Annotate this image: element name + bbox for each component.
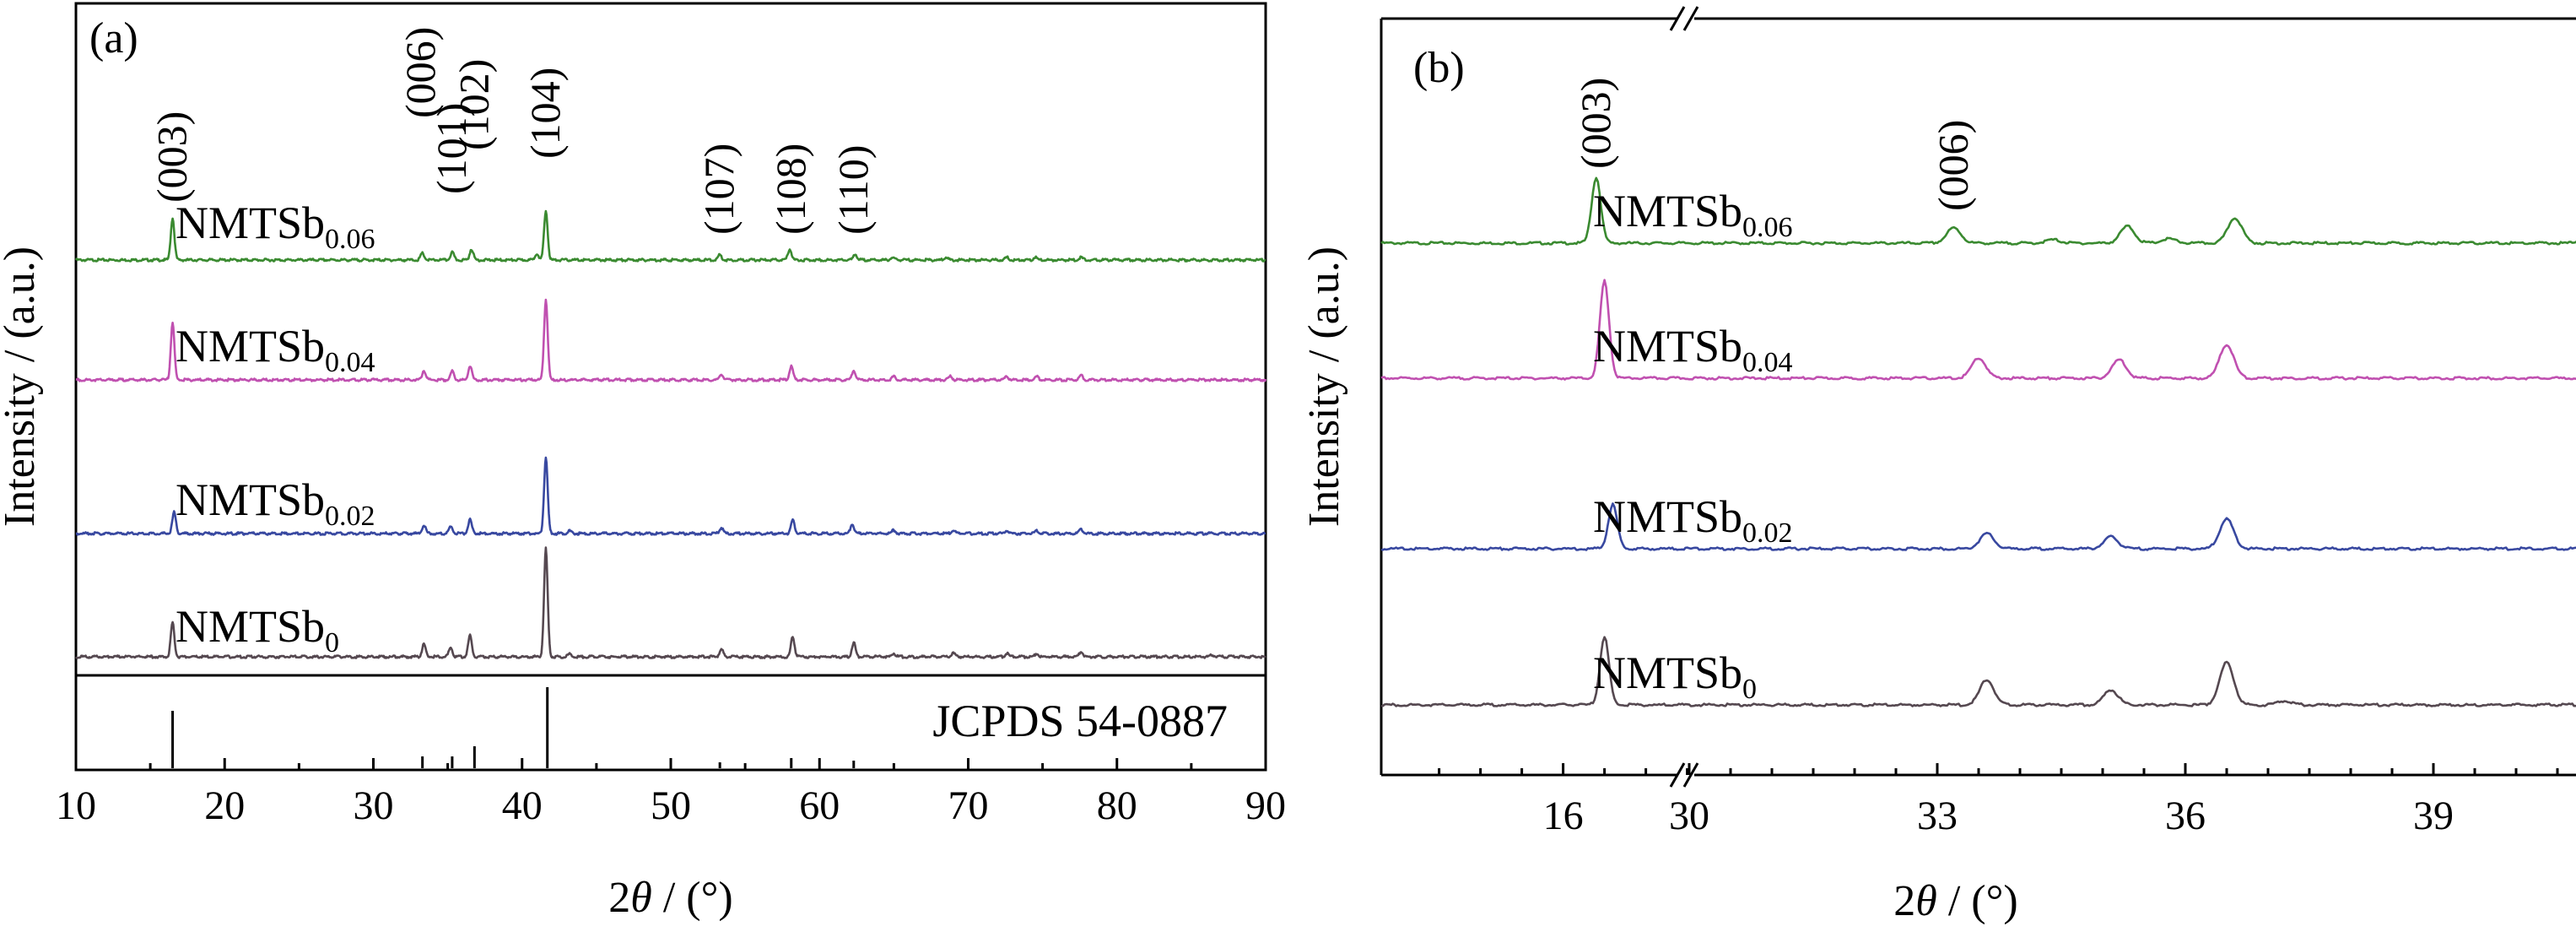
x-tick-label: 80: [1097, 783, 1137, 828]
peak-label: (102): [450, 59, 497, 150]
xrd-trace-b-0.04: [1380, 279, 2576, 381]
series-label: NMTSb0.06: [176, 198, 375, 255]
series-label: NMTSb0.06: [1593, 186, 1793, 243]
xrd-trace-a-0: [74, 546, 1266, 659]
series-label-subscript: 0.06: [325, 224, 375, 255]
xrd-trace-b-0.06: [1380, 176, 2576, 246]
peak-label: (110): [829, 145, 877, 235]
series-label-base: NMTSb: [1593, 491, 1742, 542]
axis-break-mark: [1682, 762, 1699, 788]
x-tick-label: 50: [651, 783, 691, 828]
x-tick-label: 10: [56, 783, 96, 828]
series-label-subscript: 0: [325, 627, 339, 658]
peak-label: (101): [428, 103, 475, 194]
xrd-trace-a-0.04: [75, 298, 1267, 382]
peak-label: (006): [397, 27, 444, 118]
xrd-trace-b-0.02: [1380, 502, 2576, 551]
panel-a-xrd-chart: (a) 10 20 30 40 50 60 70 80 90 2θ / (°) Intensity /…: [0, 2, 1286, 922]
x-tick-label: 36: [2165, 794, 2206, 838]
x-axis-label: 2θ / (°): [1893, 877, 2017, 925]
series-label-base: NMTSb: [176, 198, 325, 248]
series-label: NMTSb0.04: [176, 321, 375, 378]
panel-b-xrd-chart: (b)1630333639422θ / (°)Intensity / (a.u.…: [1300, 6, 2576, 925]
x-tick-label: 16: [1543, 794, 1584, 838]
series-label: NMTSb0: [176, 601, 339, 658]
peak-label: (104): [521, 68, 569, 159]
x-tick-label: 20: [204, 783, 245, 828]
x-tick-label: 60: [799, 783, 840, 828]
peak-label: (107): [695, 144, 743, 235]
series-label-subscript: 0.04: [325, 347, 375, 378]
series-label-subscript: 0.02: [325, 501, 375, 532]
x-tick-label: 39: [2413, 794, 2454, 838]
series-label: NMTSb0.02: [1593, 491, 1793, 549]
x-tick-label: 30: [1669, 794, 1709, 838]
panel-label: (b): [1413, 44, 1465, 92]
peak-label: (003): [1572, 78, 1619, 169]
peak-label: (108): [767, 144, 814, 235]
x-tick-label: 90: [1245, 783, 1286, 828]
series-label-subscript: 0: [1742, 674, 1757, 705]
series-label-base: NMTSb: [176, 321, 325, 371]
series-label-subscript: 0.04: [1742, 347, 1793, 378]
reference-label: JCPDS 54-0887: [932, 696, 1228, 746]
xrd-trace-b-0: [1380, 636, 2576, 707]
xrd-trace-a-0.02: [75, 456, 1266, 536]
y-axis-label: Intensity / (a.u.): [0, 247, 44, 527]
axis-break-mark: [1682, 6, 1699, 31]
axis-break-mark: [1669, 762, 1686, 788]
x-axis-label: 2θ / (°): [608, 874, 732, 922]
x-tick-label: 33: [1917, 794, 1958, 838]
series-label-base: NMTSb: [1593, 186, 1742, 236]
peak-label: (003): [149, 111, 196, 203]
series-label-base: NMTSb: [1593, 648, 1742, 698]
x-tick-label: 30: [354, 783, 394, 828]
x-tick-label: 70: [948, 783, 989, 828]
series-label-subscript: 0.06: [1742, 212, 1793, 243]
series-label: NMTSb0: [1593, 648, 1757, 705]
x-tick-label: 40: [502, 783, 543, 828]
series-label-base: NMTSb: [176, 601, 325, 652]
xrd-trace-a-0.06: [74, 209, 1266, 263]
axis-break-mark: [1669, 6, 1686, 31]
series-label: NMTSb0.02: [176, 474, 375, 532]
series-label-subscript: 0.02: [1742, 517, 1793, 549]
peak-label: (006): [1930, 120, 1977, 211]
series-label-base: NMTSb: [1593, 321, 1742, 371]
y-axis-label: Intensity / (a.u.): [1300, 247, 1348, 527]
series-label: NMTSb0.04: [1593, 321, 1793, 378]
panel-label: (a): [89, 14, 138, 62]
series-label-base: NMTSb: [176, 474, 325, 525]
